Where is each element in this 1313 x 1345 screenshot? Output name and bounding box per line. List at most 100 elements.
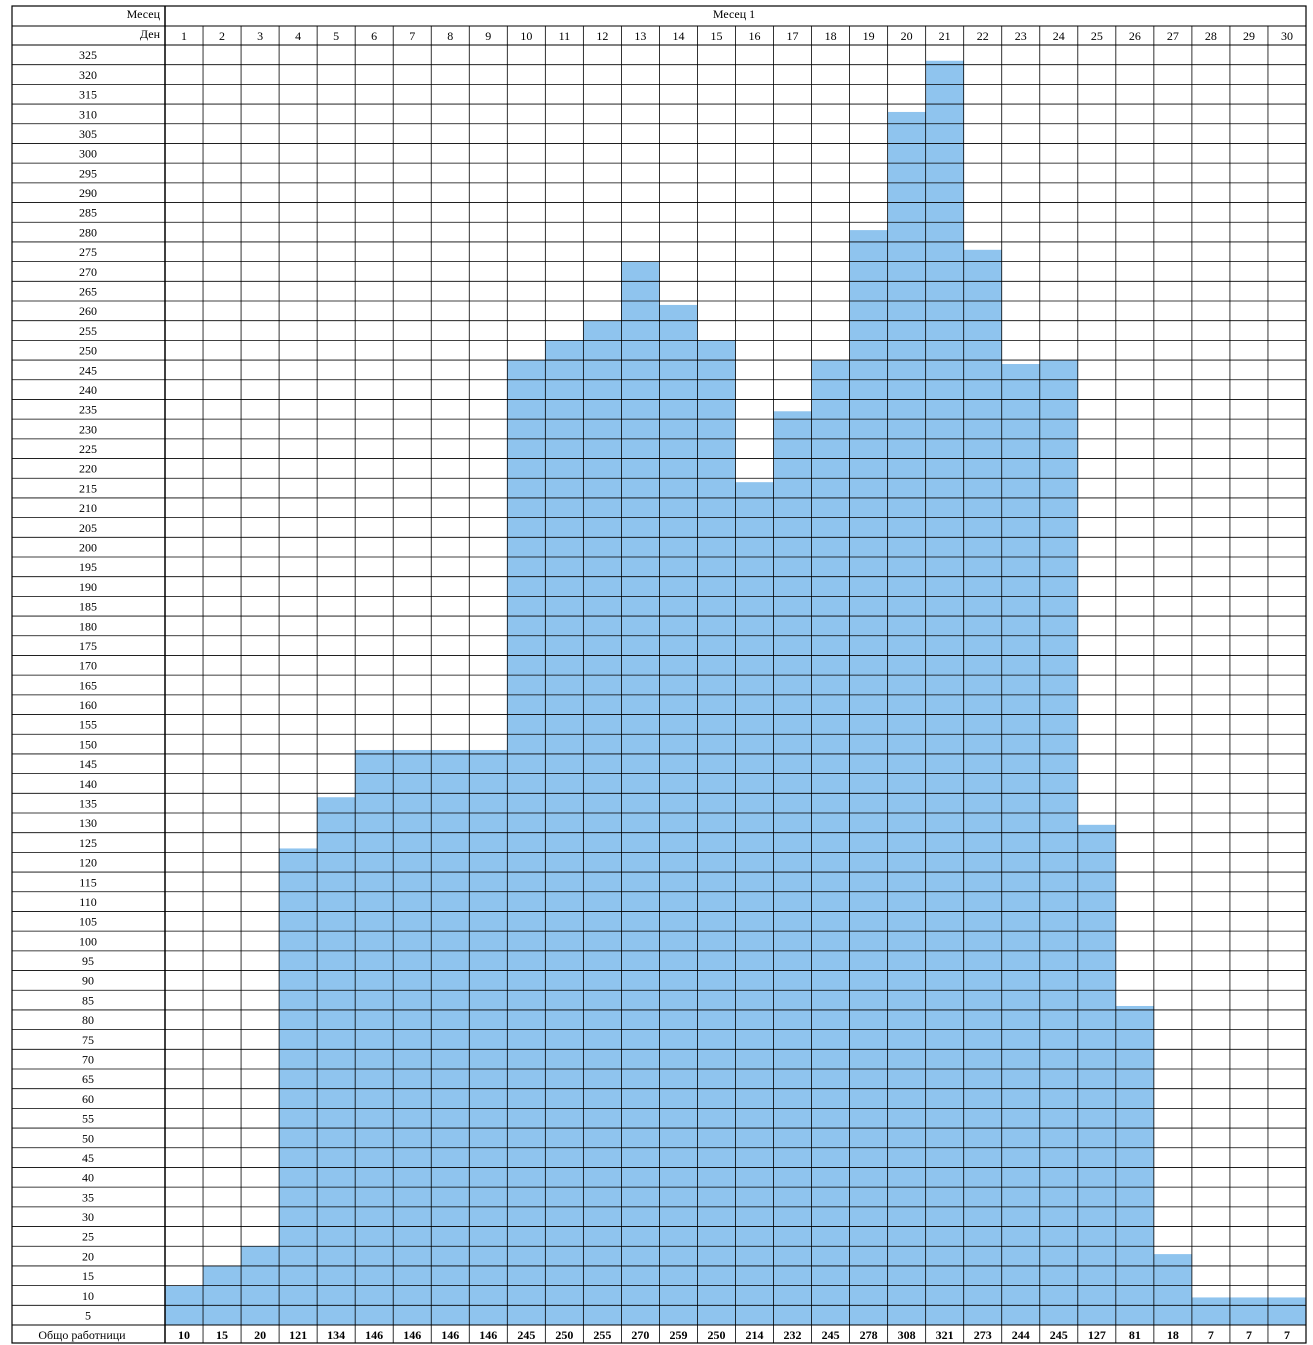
day-label-20: 20 [901,29,913,43]
y-tick-label: 230 [79,422,97,436]
bar-day-12 [583,320,622,1325]
total-value-day-7: 146 [403,1328,421,1342]
day-label-6: 6 [371,29,377,43]
bar-day-25 [1077,824,1116,1325]
y-tick-label: 85 [82,993,94,1007]
bar-day-10 [507,360,546,1326]
bar-day-26 [1115,1005,1154,1325]
day-label-28: 28 [1205,29,1217,43]
bar-day-9 [469,749,508,1325]
month-label: Месец [127,7,161,21]
day-label-13: 13 [634,29,646,43]
day-label-9: 9 [485,29,491,43]
bar-day-30 [1267,1297,1306,1325]
y-tick-label: 115 [79,875,97,889]
y-tick-label: 325 [79,48,97,62]
y-tick-label: 165 [79,678,97,692]
bar-day-21 [925,60,964,1325]
y-tick-label: 235 [79,403,97,417]
total-value-day-30: 7 [1284,1328,1290,1342]
y-tick-label: 290 [79,186,97,200]
bar-day-8 [431,749,470,1325]
total-value-day-24: 245 [1050,1328,1068,1342]
y-tick-label: 295 [79,166,97,180]
day-label-23: 23 [1015,29,1027,43]
y-tick-label: 265 [79,284,97,298]
y-tick-label: 245 [79,363,97,377]
y-tick-label: 75 [82,1033,94,1047]
day-label-7: 7 [409,29,415,43]
day-label-22: 22 [977,29,989,43]
y-tick-label: 255 [79,324,97,338]
y-tick-label: 130 [79,816,97,830]
total-value-day-13: 270 [631,1328,649,1342]
y-tick-label: 155 [79,718,97,732]
totals-label: Общо работници [38,1328,126,1342]
y-tick-label: 5 [85,1308,91,1322]
month-value: Месец 1 [713,7,755,21]
day-label-10: 10 [520,29,532,43]
labels-layer: Месец Месец 1 Ден Общо работници 325 320 3… [38,7,1293,1342]
grid-layer [11,5,1307,1344]
total-value-day-29: 7 [1246,1328,1252,1342]
total-value-day-11: 250 [555,1328,573,1342]
day-label-2: 2 [219,29,225,43]
total-value-day-17: 232 [784,1328,802,1342]
total-value-day-26: 81 [1129,1328,1141,1342]
y-tick-label: 175 [79,639,97,653]
bar-day-5 [317,797,356,1325]
y-tick-label: 160 [79,698,97,712]
y-tick-label: 30 [82,1210,94,1224]
total-value-day-28: 7 [1208,1328,1214,1342]
bar-day-16 [735,482,774,1326]
y-tick-label: 145 [79,757,97,771]
y-tick-label: 70 [82,1052,94,1066]
y-tick-label: 280 [79,225,97,239]
total-value-day-27: 18 [1167,1328,1179,1342]
day-label-8: 8 [447,29,453,43]
y-tick-label: 90 [82,974,94,988]
y-tick-label: 275 [79,245,97,259]
y-tick-label: 200 [79,540,97,554]
total-value-day-16: 214 [746,1328,764,1342]
bar-day-14 [659,304,698,1325]
y-tick-label: 225 [79,442,97,456]
y-tick-label: 50 [82,1131,94,1145]
y-tick-label: 150 [79,737,97,751]
day-label-14: 14 [672,29,684,43]
y-tick-label: 100 [79,934,97,948]
y-tick-label: 135 [79,796,97,810]
total-value-day-25: 127 [1088,1328,1106,1342]
y-tick-label: 320 [79,68,97,82]
bar-day-2 [203,1265,242,1325]
y-tick-label: 250 [79,344,97,358]
y-tick-label: 215 [79,481,97,495]
y-tick-label: 140 [79,777,97,791]
y-tick-label: 40 [82,1171,94,1185]
total-value-day-20: 308 [898,1328,916,1342]
y-tick-label: 105 [79,915,97,929]
total-value-day-12: 255 [593,1328,611,1342]
table-border [11,5,1307,1344]
y-tick-label: 195 [79,560,97,574]
y-tick-label: 270 [79,265,97,279]
bar-day-4 [279,848,318,1325]
y-tick-label: 25 [82,1230,94,1244]
y-tick-label: 300 [79,147,97,161]
bar-day-20 [887,111,926,1325]
y-tick-label: 180 [79,619,97,633]
y-tick-label: 305 [79,127,97,141]
y-tick-label: 95 [82,954,94,968]
day-label: Ден [140,27,161,41]
day-label-17: 17 [787,29,799,43]
day-label-18: 18 [825,29,837,43]
day-label-21: 21 [939,29,951,43]
bar-day-23 [1001,364,1040,1325]
y-tick-label: 120 [79,856,97,870]
total-value-day-23: 244 [1012,1328,1030,1342]
y-tick-label: 315 [79,88,97,102]
total-value-day-15: 250 [707,1328,725,1342]
y-tick-label: 55 [82,1112,94,1126]
y-tick-label: 125 [79,836,97,850]
